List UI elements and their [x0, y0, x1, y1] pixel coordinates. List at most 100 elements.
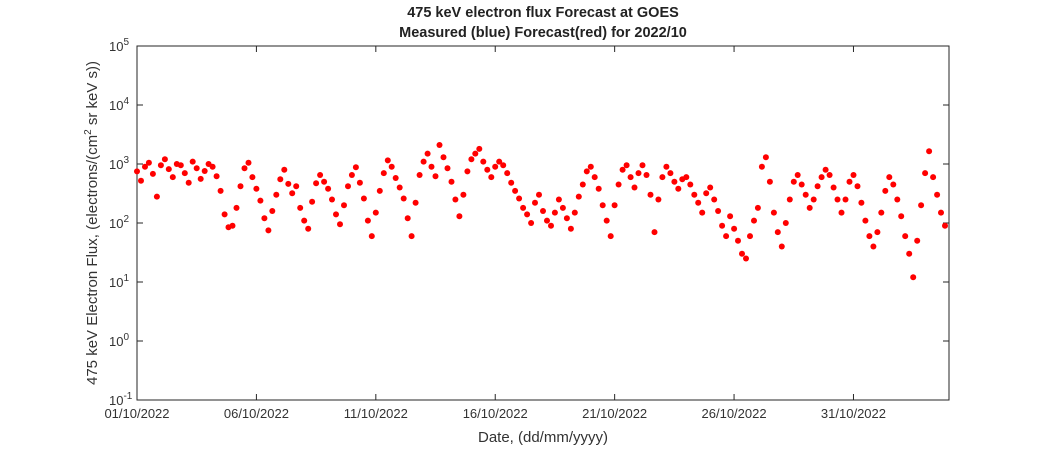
data-point — [548, 222, 554, 229]
data-point — [567, 225, 574, 232]
data-point — [333, 211, 339, 218]
data-point — [424, 150, 431, 157]
data-point — [711, 196, 718, 203]
data-point — [408, 233, 415, 240]
data-point — [675, 185, 682, 192]
data-point — [540, 208, 546, 214]
data-point — [492, 163, 499, 170]
data-point — [595, 185, 602, 192]
data-point — [639, 162, 646, 169]
data-series-measured — [134, 142, 948, 281]
data-point — [798, 181, 805, 188]
data-point — [177, 162, 184, 169]
x-tick-label: 16/10/2022 — [463, 406, 528, 421]
data-point — [528, 220, 535, 226]
data-point — [922, 170, 929, 177]
data-point — [209, 163, 216, 170]
data-point — [575, 193, 582, 200]
data-point — [313, 180, 320, 187]
data-point — [348, 172, 355, 178]
data-point — [488, 174, 495, 181]
y-tick-label: 105 — [109, 37, 129, 54]
data-point — [452, 196, 459, 203]
data-point — [659, 174, 666, 181]
x-axis-label: Date, (dd/mm/yyyy) — [478, 429, 608, 446]
y-tick-label: 102 — [109, 214, 129, 231]
data-point — [671, 178, 678, 185]
data-point — [305, 225, 312, 232]
data-point — [468, 156, 475, 163]
data-point — [898, 213, 905, 220]
data-point — [404, 215, 411, 222]
data-point — [516, 195, 523, 202]
data-point — [249, 174, 256, 181]
data-point — [882, 187, 889, 194]
data-point — [663, 163, 670, 170]
data-point — [484, 166, 491, 173]
data-point — [384, 157, 391, 164]
data-point — [265, 227, 272, 234]
y-tick-label: 104 — [109, 96, 129, 113]
data-point — [400, 195, 407, 202]
data-point — [607, 233, 614, 240]
data-point — [352, 164, 359, 171]
y-tick-label: 101 — [109, 273, 129, 290]
data-point — [894, 196, 901, 203]
data-point — [874, 229, 881, 236]
data-point — [448, 178, 455, 185]
data-point — [635, 170, 642, 177]
data-point — [715, 208, 722, 214]
data-point — [619, 166, 626, 173]
data-point — [930, 174, 937, 181]
data-point — [902, 233, 909, 240]
data-point — [285, 180, 292, 187]
data-point — [440, 154, 447, 161]
data-point — [392, 175, 399, 181]
data-point — [818, 174, 825, 181]
data-point — [762, 154, 769, 161]
data-point — [504, 170, 511, 177]
data-point — [138, 177, 144, 184]
data-point — [655, 196, 662, 203]
data-point — [245, 159, 252, 166]
data-point — [695, 199, 702, 206]
data-point — [830, 184, 837, 191]
data-point — [914, 237, 921, 244]
data-point — [309, 198, 316, 205]
data-point — [476, 145, 483, 152]
data-point — [329, 196, 335, 203]
plot-area — [136, 45, 950, 401]
data-point — [802, 191, 809, 198]
data-point — [926, 148, 933, 155]
x-axis: 01/10/2022 06/10/2022 11/10/2022 16/10/2022… — [104, 46, 886, 421]
y-axis-label: 475 keV Electron Flux, (electrons/(cm2 s… — [83, 61, 101, 385]
data-point — [134, 168, 140, 175]
data-point — [810, 196, 817, 203]
data-point — [161, 156, 168, 163]
data-point — [201, 168, 208, 174]
data-point — [627, 174, 634, 181]
data-point — [169, 174, 176, 181]
x-tick-label: 06/10/2022 — [224, 406, 289, 421]
data-point — [687, 181, 694, 188]
data-point — [193, 165, 200, 172]
data-point — [217, 187, 224, 194]
data-point — [727, 213, 734, 220]
data-point — [790, 178, 797, 185]
data-point — [555, 196, 562, 203]
data-point — [396, 184, 403, 191]
data-point — [778, 243, 785, 250]
data-point — [412, 199, 419, 206]
data-point — [770, 209, 777, 216]
data-point — [766, 178, 773, 185]
data-point — [758, 163, 765, 170]
data-point — [472, 150, 479, 157]
data-point — [838, 209, 845, 216]
data-point — [496, 158, 503, 165]
data-point — [544, 217, 550, 224]
data-point — [241, 165, 248, 172]
data-point — [615, 181, 622, 188]
data-point — [623, 162, 630, 169]
data-point — [918, 202, 925, 209]
data-point — [683, 174, 690, 181]
